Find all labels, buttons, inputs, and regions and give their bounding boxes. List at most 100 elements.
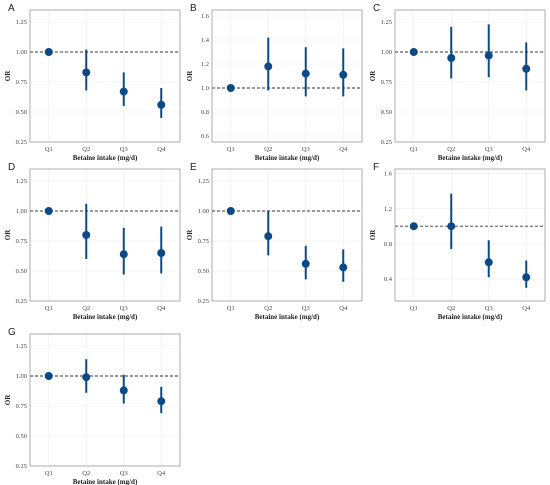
panel-b: B 0.6 0.8 1.0 1.2 1.4 1.6 Q1 Q2 Q3 Q4 Betaine intak…	[186, 3, 363, 162]
x-tick-label: Q4	[157, 146, 166, 153]
or-point	[264, 62, 273, 71]
or-point	[409, 222, 418, 231]
y-tick-label: 0.50	[381, 109, 392, 116]
panel-letter: C	[373, 3, 380, 14]
x-tick-label: Q1	[410, 305, 418, 312]
plot-frame	[394, 168, 546, 302]
plot-frame	[29, 9, 181, 143]
y-tick-label: 1.6	[384, 171, 393, 178]
y-tick-label: 1.00	[16, 49, 27, 56]
plot-frame	[211, 9, 363, 143]
y-tick-label: 0.25	[198, 298, 209, 305]
y-axis-title: OR	[4, 229, 12, 240]
y-axis-title: OR	[369, 70, 377, 81]
y-tick-label: 0.75	[198, 238, 209, 245]
y-tick-label: 0.50	[16, 433, 27, 440]
x-tick-label: Q2	[447, 146, 455, 153]
or-point	[484, 51, 493, 60]
y-tick-label: 0.75	[381, 79, 392, 86]
x-axis-title: Betaine intake (mg/d)	[438, 154, 503, 162]
x-tick-label: Q2	[264, 305, 272, 312]
x-tick-label: Q3	[120, 470, 128, 477]
y-tick-label: 1.4	[201, 37, 210, 44]
y-tick-label: 0.75	[16, 403, 27, 410]
panel-g: G 0.25 0.50 0.75 1.00 1.25 Q1 Q2 Q3 Q4 Betaine int…	[4, 327, 181, 485]
y-tick-label: 0.6	[201, 133, 210, 140]
y-axis-title: OR	[186, 70, 194, 81]
y-tick-label: 0.8	[384, 241, 392, 248]
x-tick-label: Q2	[82, 305, 90, 312]
x-tick-label: Q2	[447, 305, 455, 312]
y-tick-label: 1.00	[16, 208, 27, 215]
x-tick-label: Q3	[485, 305, 493, 312]
or-point	[264, 232, 273, 241]
or-point	[157, 249, 166, 257]
y-tick-label: 0.50	[16, 268, 27, 275]
y-tick-label: 1.25	[16, 178, 27, 185]
or-point	[82, 373, 91, 382]
x-tick-label: Q3	[302, 305, 310, 312]
panel-letter: B	[190, 3, 197, 14]
x-tick-label: Q4	[339, 146, 348, 153]
panel-letter: F	[373, 162, 379, 173]
panel-a: A 0.25 0.50 0.75 1.00 1.25 Q1 Q2 Q3 Q4 Betaine int…	[4, 3, 181, 162]
x-tick-label: Q3	[120, 305, 128, 312]
panel-letter: A	[8, 3, 15, 14]
x-axis-title: Betaine intake (mg/d)	[73, 478, 138, 485]
y-tick-label: 0.8	[201, 109, 209, 116]
x-tick-label: Q1	[227, 146, 235, 153]
y-tick-label: 1.2	[384, 206, 392, 213]
panel-f: F 0.4 0.8 1.2 1.6 Q1 Q2 Q3 Q4 Betaine intake (mg/…	[369, 162, 546, 321]
y-axis-title: OR	[4, 70, 12, 81]
x-tick-label: Q2	[264, 146, 272, 153]
x-tick-label: Q3	[302, 146, 310, 153]
or-point	[301, 259, 310, 268]
y-tick-label: 0.4	[384, 276, 393, 283]
x-tick-label: Q4	[339, 305, 348, 312]
or-point	[522, 273, 531, 282]
x-axis-title: Betaine intake (mg/d)	[73, 154, 138, 162]
panel-d: D 0.25 0.50 0.75 1.00 1.25 Q1 Q2 Q3 Q4 Betaine int…	[4, 162, 181, 321]
y-tick-label: 1.2	[201, 61, 209, 68]
panel-letter: G	[8, 327, 16, 338]
or-point	[44, 372, 53, 380]
x-tick-label: Q1	[45, 305, 53, 312]
plot-frame	[394, 9, 546, 143]
y-tick-label: 0.25	[381, 139, 392, 146]
y-axis-title: OR	[369, 229, 377, 240]
y-tick-label: 1.25	[381, 19, 392, 26]
x-axis-title: Betaine intake (mg/d)	[255, 313, 320, 321]
or-point	[44, 207, 53, 215]
x-axis-title: Betaine intake (mg/d)	[438, 313, 503, 321]
y-tick-label: 0.50	[198, 268, 209, 275]
or-point	[157, 100, 166, 109]
y-tick-label: 0.50	[16, 109, 27, 116]
x-tick-label: Q3	[485, 146, 493, 153]
panel-e: E 0.25 0.50 0.75 1.00 1.25 Q1 Q2 Q3 Q4 Betaine int…	[186, 162, 363, 321]
x-tick-label: Q4	[522, 146, 531, 153]
or-point	[522, 64, 531, 73]
y-tick-label: 1.0	[201, 85, 209, 92]
x-axis-title: Betaine intake (mg/d)	[73, 313, 138, 321]
or-point	[447, 54, 456, 62]
y-tick-label: 0.25	[16, 463, 27, 470]
x-axis-title: Betaine intake (mg/d)	[255, 154, 320, 162]
panel-letter: D	[8, 162, 15, 173]
or-point	[119, 87, 128, 96]
or-point	[484, 258, 493, 267]
x-tick-label: Q1	[45, 470, 53, 477]
x-tick-label: Q4	[157, 470, 166, 477]
y-tick-label: 1.00	[198, 208, 209, 215]
y-tick-label: 1.25	[16, 19, 27, 26]
x-tick-label: Q1	[45, 146, 53, 153]
or-point	[226, 84, 235, 92]
or-point	[82, 231, 91, 239]
or-point	[119, 250, 128, 259]
or-point	[44, 48, 53, 56]
y-axis-title: OR	[186, 229, 194, 240]
y-tick-label: 1.00	[16, 373, 27, 380]
x-tick-label: Q2	[82, 470, 90, 477]
x-tick-label: Q3	[120, 146, 128, 153]
y-tick-label: 1.6	[201, 13, 210, 20]
